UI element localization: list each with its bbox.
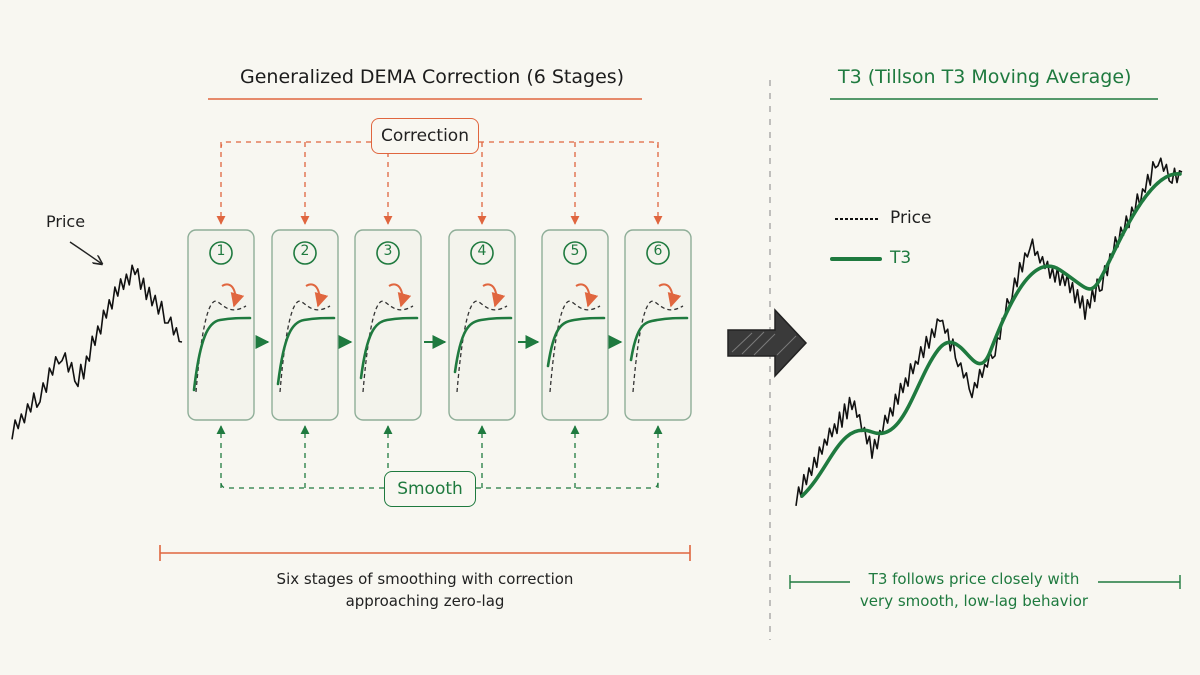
correction-hook — [482, 283, 506, 308]
right-title: T3 (Tillson T3 Moving Average) — [838, 66, 1132, 88]
raw-curve — [195, 300, 247, 393]
stage-box-3 — [354, 229, 422, 421]
left-range-bracket — [159, 545, 691, 561]
stage-frame — [187, 229, 255, 421]
stage-number-circle — [470, 241, 494, 265]
legend-t3-label: T3 — [890, 248, 912, 268]
correction-hook — [221, 283, 245, 308]
stage-number-circle — [563, 241, 587, 265]
right-caption: T3 follows price closely with very smoot… — [850, 568, 1098, 612]
correction-bus-left — [220, 141, 371, 149]
stage-frame — [541, 229, 609, 421]
smooth-bus-right — [476, 481, 659, 489]
correction-hook — [658, 283, 682, 308]
raw-curve — [456, 300, 508, 393]
stage-box-4 — [448, 229, 516, 421]
smooth-bus-left — [220, 481, 384, 489]
smoothed-curve — [629, 316, 689, 362]
stage-number-3: 3 — [383, 243, 393, 259]
smooth-connectors — [216, 425, 663, 489]
smoothed-curve — [453, 316, 513, 374]
correction-hook — [575, 283, 599, 308]
stage-number-circle — [376, 241, 400, 265]
raw-curve — [632, 300, 684, 393]
stage-boxes — [187, 229, 692, 421]
correction-node: Correction — [371, 118, 479, 154]
stage-box-5 — [541, 229, 609, 421]
stage-frame — [448, 229, 516, 421]
left-caption-line1: Six stages of smoothing with correction — [276, 570, 574, 588]
correction-bus-right — [479, 141, 659, 149]
stage-number-circle — [646, 241, 670, 265]
left-caption-line2: approaching zero-lag — [345, 592, 505, 610]
stage-box-2 — [271, 229, 339, 421]
stage-number-circle — [293, 241, 317, 265]
left-title: Generalized DEMA Correction (6 Stages) — [240, 66, 625, 88]
right-range-bracket — [789, 575, 1181, 589]
raw-curve — [279, 300, 331, 393]
raw-curve — [549, 300, 601, 393]
smoothed-curve — [192, 316, 252, 392]
smoothed-curve — [359, 316, 419, 380]
stage-number-4: 4 — [477, 243, 487, 259]
stage-number-2: 2 — [300, 243, 310, 259]
price-label: Price — [46, 212, 86, 231]
output-t3-series — [800, 172, 1182, 498]
big-transform-arrow — [727, 308, 808, 378]
stage-number-5: 5 — [570, 243, 580, 259]
legend-price-label: Price — [890, 208, 932, 228]
smooth-node: Smooth — [384, 471, 476, 507]
right-caption-line1: T3 follows price closely with — [868, 570, 1080, 588]
stage-number-6: 6 — [653, 243, 663, 259]
stage-number-circle — [209, 241, 233, 265]
stage-frame — [624, 229, 692, 421]
stage-frame — [271, 229, 339, 421]
input-price-series — [11, 264, 183, 440]
output-price-series — [795, 157, 1183, 507]
correction-hook — [388, 283, 412, 308]
stage-box-1 — [187, 229, 255, 421]
raw-curve — [362, 300, 414, 393]
stage-number-1: 1 — [216, 243, 226, 259]
correction-hook — [305, 283, 329, 308]
smoothed-curve — [546, 316, 606, 368]
stage-frame — [354, 229, 422, 421]
price-pointer-arrow — [69, 241, 102, 264]
stage-box-6 — [624, 229, 692, 421]
smoothed-curve — [276, 316, 336, 386]
correction-connectors — [216, 141, 663, 225]
right-caption-line2: very smooth, low-lag behavior — [859, 592, 1089, 610]
left-caption: Six stages of smoothing with correction … — [160, 568, 690, 612]
